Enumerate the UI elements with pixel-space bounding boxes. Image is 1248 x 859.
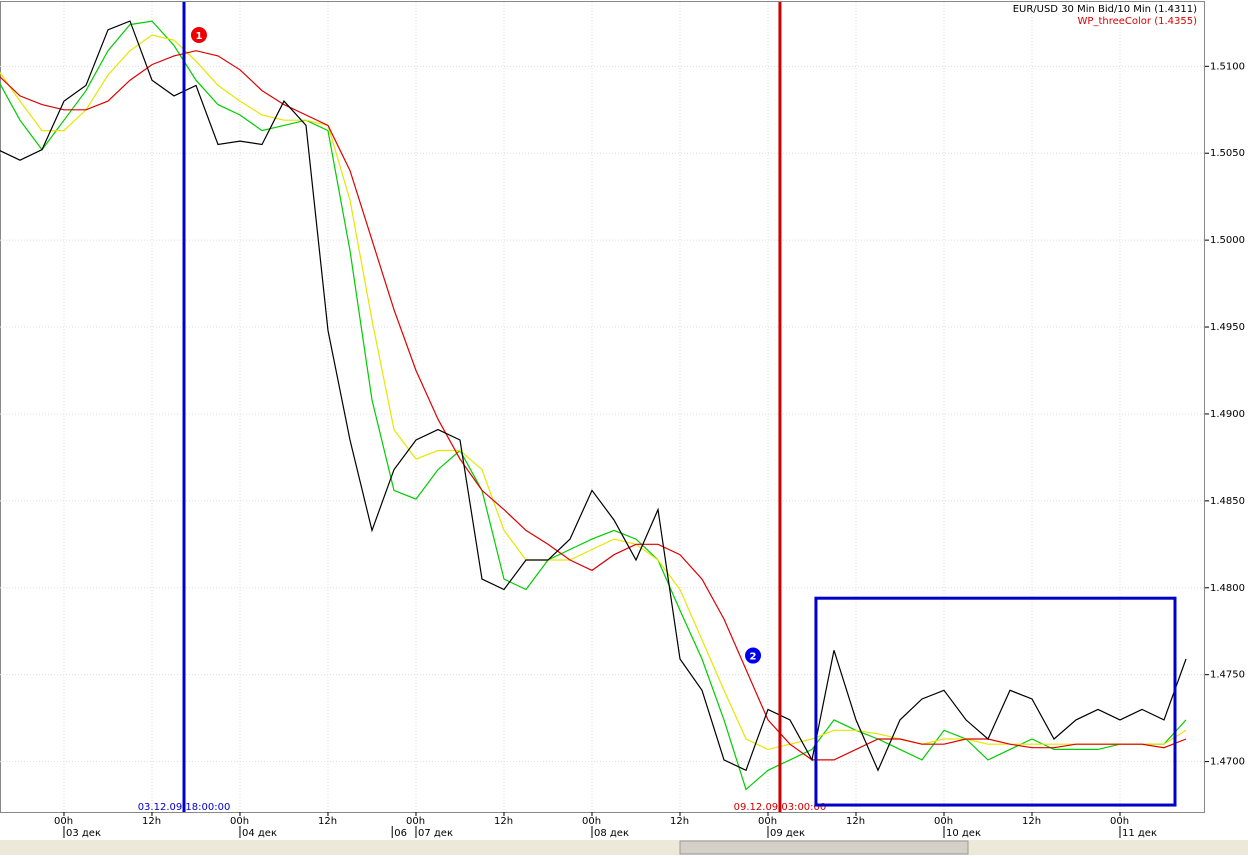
annotation-label: 1 [195, 31, 202, 42]
date-label: 04 дек [242, 828, 277, 839]
series-line [0, 20, 1187, 791]
scrollbar[interactable] [0, 840, 1248, 855]
date-label: 07 дек [418, 828, 453, 839]
y-tick-label: 1.5000 [1210, 235, 1245, 246]
x-tick-label: 12h [142, 816, 161, 827]
y-tick-label: 1.4950 [1210, 322, 1245, 333]
scroll-thumb[interactable] [679, 840, 969, 855]
x-tick-label: 12h [670, 816, 689, 827]
y-tick-label: 1.4850 [1210, 496, 1245, 507]
x-tick-label: 00h [230, 816, 249, 827]
series-line [0, 34, 1187, 751]
x-tick-label: 00h [758, 816, 777, 827]
date-label: 10 дек [946, 828, 981, 839]
y-tick-label: 1.5050 [1210, 148, 1245, 159]
x-tick-label: 12h [318, 816, 337, 827]
date-label: 06 [394, 828, 407, 839]
x-tick-label: 12h [1022, 816, 1041, 827]
x-tick-label: 00h [934, 816, 953, 827]
date-label: 03 дек [66, 828, 101, 839]
y-tick-label: 1.4750 [1210, 670, 1245, 681]
annotation-label: 2 [750, 652, 757, 663]
x-tick-label: 00h [582, 816, 601, 827]
x-tick-label: 12h [494, 816, 513, 827]
annotation-marker [745, 647, 762, 664]
y-tick-label: 1.5100 [1210, 61, 1245, 72]
date-label: 09 дек [770, 828, 805, 839]
y-tick-label: 1.4900 [1210, 409, 1245, 420]
vertical-marker-label: 03.12.09 18:00:00 [138, 802, 231, 813]
x-tick-label: 00h [1110, 816, 1129, 827]
x-tick-label: 00h [406, 816, 425, 827]
y-tick-label: 1.4700 [1210, 757, 1245, 768]
legend-entry: WP_threeColor (1.4355) [1078, 16, 1198, 27]
date-label: 08 дек [594, 828, 629, 839]
series-line [0, 20, 1187, 772]
plot-frame [0, 1, 1205, 813]
annotation-marker [190, 27, 207, 44]
x-tick-label: 12h [846, 816, 865, 827]
date-label: 11 дек [1122, 828, 1157, 839]
x-tick-label: 00h [54, 816, 73, 827]
legend-entry: EUR/USD 30 Min Bid/10 Min (1.4311) [1013, 4, 1197, 15]
y-tick-label: 1.4800 [1210, 583, 1245, 594]
vertical-marker-label: 09.12.09 03:00:00 [734, 802, 827, 813]
selection-box [814, 596, 1177, 807]
